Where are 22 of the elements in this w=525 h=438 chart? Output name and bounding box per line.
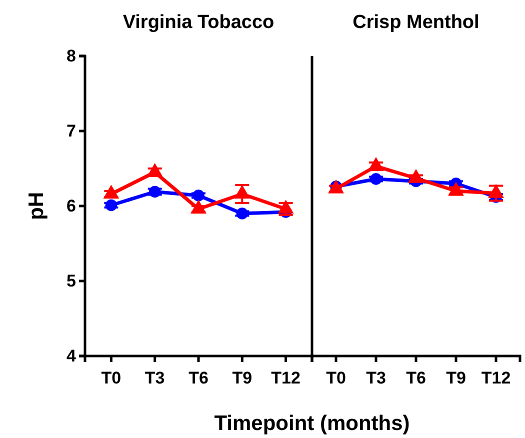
x-tick-label: T9 [446,368,466,388]
x-tick-label: T3 [144,368,165,388]
y-tick-label: 7 [66,121,76,140]
y-tick-label: 4 [66,346,77,366]
x-tick-label: T0 [101,368,122,388]
x-tick-label: T6 [188,368,208,388]
chart-title: Virginia Tobacco [122,12,274,33]
y-axis-title: pH [25,192,48,220]
y-tick-label: 6 [66,196,76,216]
x-tick-label: T9 [232,368,252,388]
x-tick-label: T3 [366,368,386,388]
x-tick-label: T12 [271,368,300,388]
chart-title: Crisp Menthol [352,12,480,33]
point [368,157,384,171]
x-tick-label: T12 [481,368,511,388]
x-tick-label: T0 [326,368,346,388]
x-axis-title: Timepoint (months) [214,412,410,435]
y-tick-label: 8 [66,46,76,66]
point [408,169,424,183]
y-tick-label: 5 [66,271,76,290]
x-tick-label: T6 [406,368,426,388]
point [370,173,382,185]
